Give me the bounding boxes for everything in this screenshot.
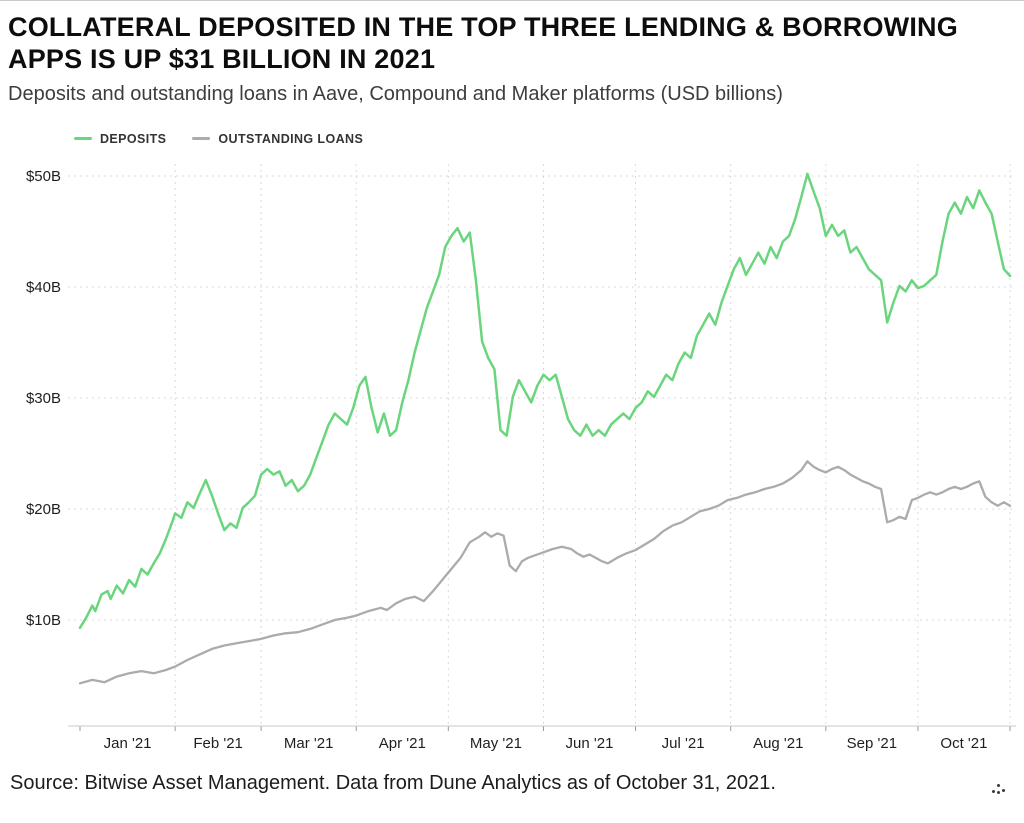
svg-text:$10B: $10B (26, 612, 61, 629)
svg-text:Feb '21: Feb '21 (193, 735, 243, 752)
line-chart: $10B $20B $30B $40B $50B Jan '21 Feb '21 Mar '2… (26, 163, 1016, 752)
svg-text:Oct '21: Oct '21 (940, 735, 987, 752)
svg-text:Jul '21: Jul '21 (662, 735, 705, 752)
chart-title: COLLATERAL DEPOSITED IN THE TOP THREE LE… (8, 12, 958, 75)
svg-text:$50B: $50B (26, 168, 61, 185)
legend-item-deposits: DEPOSITS (74, 132, 166, 146)
chart-subtitle: Deposits and outstanding loans in Aave, … (8, 82, 783, 105)
watermark-icon (992, 783, 1006, 795)
svg-text:Sep '21: Sep '21 (847, 735, 897, 752)
legend-label-outstanding-loans: OUTSTANDING LOANS (218, 131, 364, 146)
source-text: Source: Bitwise Asset Management. Data f… (10, 771, 776, 794)
svg-text:Jun '21: Jun '21 (566, 735, 614, 752)
svg-text:$30B: $30B (26, 390, 61, 407)
svg-text:Mar '21: Mar '21 (284, 735, 334, 752)
legend-item-outstanding-loans: OUTSTANDING LOANS (192, 132, 363, 146)
svg-text:Aug '21: Aug '21 (753, 735, 803, 752)
svg-text:$20B: $20B (26, 501, 61, 518)
outstanding-loans-line-swatch (192, 137, 211, 141)
legend-label-deposits: DEPOSITS (100, 131, 167, 146)
chart-footer: Source: Bitwise Asset Management. Data f… (8, 772, 1016, 795)
svg-text:Jan '21: Jan '21 (104, 735, 152, 752)
svg-text:Apr '21: Apr '21 (379, 735, 426, 752)
svg-text:May '21: May '21 (470, 735, 522, 752)
deposits-line-swatch (74, 137, 92, 141)
chart-legend: DEPOSITS OUTSTANDING LOANS (74, 130, 1016, 148)
svg-text:$40B: $40B (26, 279, 61, 296)
